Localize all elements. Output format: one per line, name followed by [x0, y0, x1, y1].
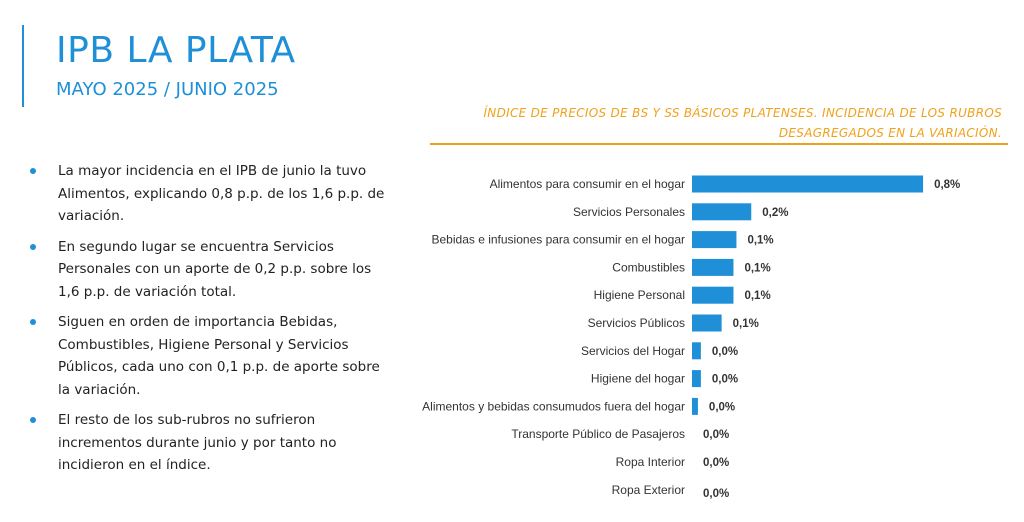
- bar: [692, 342, 701, 360]
- bullet-item: El resto de los sub-rubros no sufrieron …: [30, 409, 390, 477]
- value-label: 0,0%: [712, 346, 738, 358]
- value-label: 0,0%: [703, 457, 729, 469]
- bullet-list: La mayor incidencia en el IPB de junio l…: [30, 160, 390, 485]
- chart-title: ÍNDICE DE PRECIOS DE BS Y SS BÁSICOS PLA…: [483, 106, 1002, 140]
- category-label: Alimentos y bebidas consumudos fuera del…: [422, 399, 685, 413]
- value-label: 0,0%: [703, 429, 729, 441]
- value-label: 0,1%: [744, 262, 770, 274]
- value-label: 0,0%: [709, 401, 735, 413]
- category-label: Servicios Públicos: [588, 316, 685, 330]
- category-label: Higiene Personal: [594, 288, 685, 302]
- value-label: 0,1%: [744, 290, 770, 302]
- value-label: 0,0%: [712, 374, 738, 386]
- value-label: 0,0%: [703, 488, 729, 500]
- category-label: Combustibles: [612, 260, 685, 274]
- page-title: IPB LA PLATA: [56, 30, 296, 71]
- bar: [692, 370, 701, 388]
- bar: [692, 314, 722, 332]
- category-label: Servicios Personales: [573, 205, 685, 219]
- bullet-item: Siguen en orden de importancia Bebidas, …: [30, 311, 390, 401]
- category-label: Servicios del Hogar: [581, 344, 685, 358]
- bullet-dot-icon: [30, 417, 36, 423]
- bullet-item: En segundo lugar se encuentra Servicios …: [30, 236, 390, 304]
- bar: [692, 397, 698, 415]
- page-subtitle: MAYO 2025 / JUNIO 2025: [56, 79, 279, 100]
- title-accent-bar: [22, 25, 24, 107]
- category-label: Ropa Interior: [616, 455, 685, 469]
- category-label: Higiene del hogar: [591, 372, 685, 386]
- bar: [692, 258, 734, 276]
- category-label: Ropa Exterior: [612, 483, 685, 497]
- bullet-dot-icon: [30, 243, 36, 250]
- bullet-text: Siguen en orden de importancia Bebidas, …: [58, 314, 380, 398]
- bar: [692, 175, 924, 193]
- bar: [692, 203, 752, 221]
- bullet-text: La mayor incidencia en el IPB de junio l…: [58, 163, 385, 224]
- category-label: Alimentos para consumir en el hogar: [490, 177, 685, 191]
- value-label: 0,8%: [934, 179, 960, 191]
- bullet-text: En segundo lugar se encuentra Servicios …: [58, 238, 372, 300]
- bullet-text: El resto de los sub-rubros no sufrieron …: [58, 412, 337, 473]
- incidence-bar-chart: Alimentos para consumir en el hogar 0,8% S…: [422, 175, 960, 500]
- category-label: Bebidas e infusiones para consumir en el…: [432, 233, 686, 247]
- value-label: 0,1%: [747, 235, 773, 247]
- category-label: Transporte Público de Pasajeros: [511, 427, 685, 441]
- value-label: 0,2%: [762, 207, 788, 219]
- bullet-dot-icon: [30, 168, 36, 174]
- bullet-item: La mayor incidencia en el IPB de junio l…: [30, 160, 390, 228]
- bar: [692, 231, 737, 249]
- value-label: 0,1%: [733, 318, 759, 330]
- bar: [692, 286, 734, 304]
- bullet-dot-icon: [30, 319, 36, 325]
- chart-title-underline: [430, 143, 1008, 145]
